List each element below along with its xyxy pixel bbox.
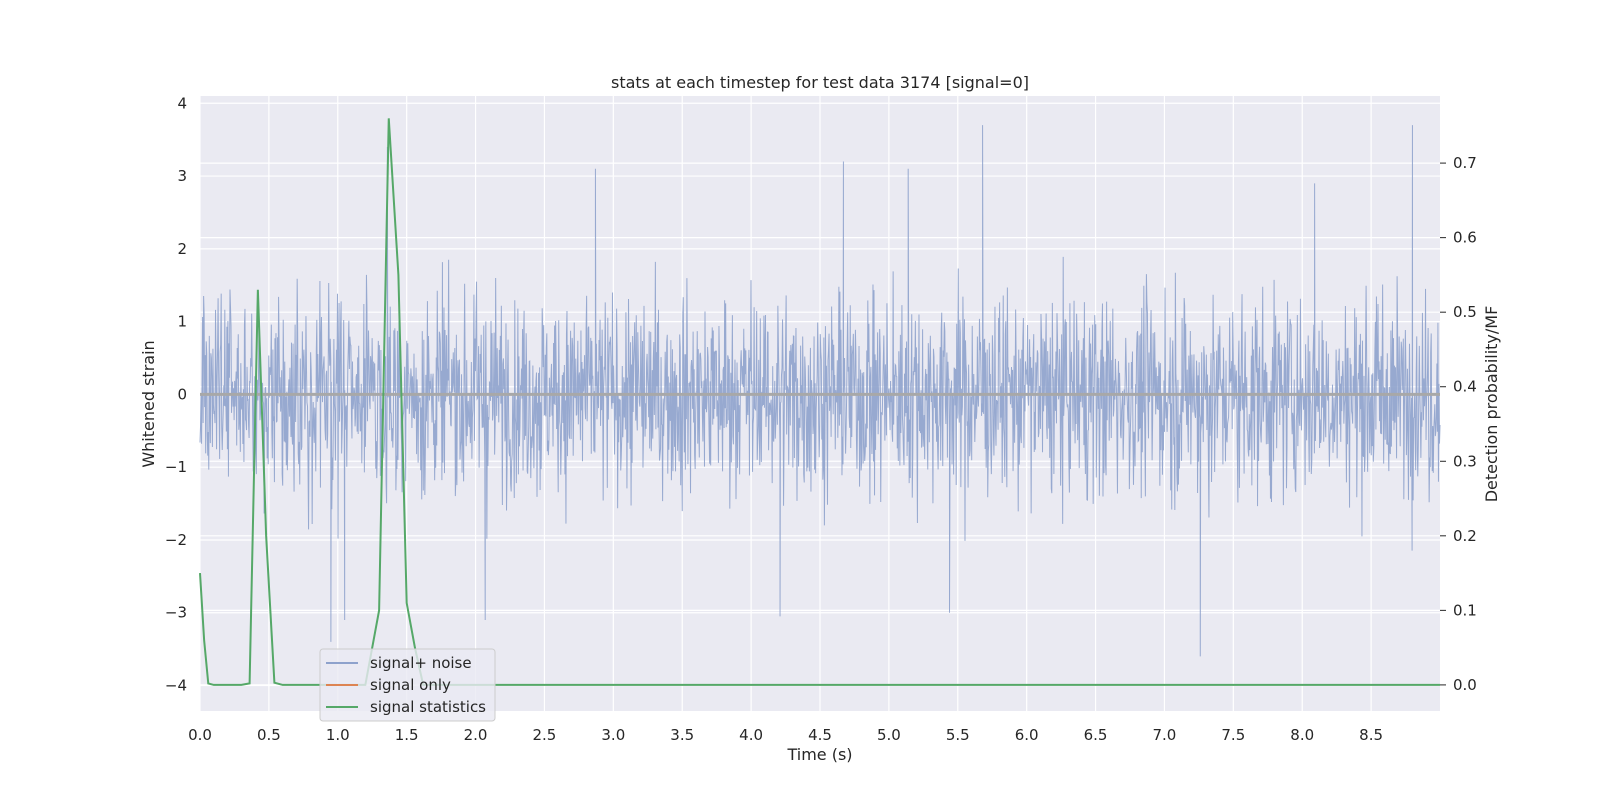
x-tick-label: 4.5 [808,726,832,744]
y-tick-label: −1 [165,458,187,476]
axes: 0.0 0.5 1.0 1.5 2.0 2.5 3.0 3.5 4.0 4.5 5.0 5.5 6.0 6… [165,94,1477,744]
y-tick-label: −3 [165,604,187,622]
y-tick-label: −2 [165,531,187,549]
series-signal-noise [199,125,1441,657]
chart-title: stats at each timestep for test data 317… [611,73,1029,92]
x-tick-label: 5.0 [877,726,901,744]
y2-tick-label: 0.3 [1453,452,1477,470]
x-tick-label: 7.5 [1221,726,1245,744]
x-tick-label: 3.0 [601,726,625,744]
x-tick-label: 0.5 [257,726,281,744]
y-axis-label: Whitened strain [139,340,158,467]
x-tick-label: 5.5 [946,726,970,744]
y-tick-label: 0 [177,385,187,403]
x-axis-label: Time (s) [786,745,852,764]
x-tick-label: 1.0 [326,726,350,744]
series-signal-statistics [199,118,1440,686]
x-tick-label: 2.5 [533,726,557,744]
x-tick-label: 6.0 [1015,726,1039,744]
y2-tick-label: 0.1 [1453,601,1477,619]
x-tick-label: 1.5 [395,726,419,744]
y2-axis-label: Detection probability/MF [1482,306,1501,503]
legend: signal+ noise signal only signal statist… [319,648,496,722]
legend-label-signal-only: signal only [370,676,451,694]
x-tick-label: 4.0 [739,726,763,744]
x-tick-label: 3.5 [670,726,694,744]
y2-tick-label: 0.2 [1453,527,1477,545]
y-tick-label: −4 [165,677,187,695]
legend-label-signal-noise: signal+ noise [370,654,472,672]
x-tick-label: 8.0 [1290,726,1314,744]
x-tick-label: 7.0 [1153,726,1177,744]
y2-tick-label: 0.7 [1453,154,1477,172]
y2-tick-label: 0.4 [1453,378,1477,396]
x-tick-label: 8.5 [1359,726,1383,744]
y2-tick-label: 0.5 [1453,303,1477,321]
x-tick-label: 0.0 [188,726,212,744]
x-tick-label: 2.0 [464,726,488,744]
legend-label-signal-statistics: signal statistics [370,698,486,716]
legend-box [319,648,496,722]
x-tick-label: 6.5 [1084,726,1108,744]
y2-tick-label: 0.6 [1453,229,1477,247]
plot-area [199,118,1441,686]
y-tick-label: 2 [177,240,187,258]
y-tick-label: 4 [177,94,187,112]
y-tick-label: 1 [177,313,187,331]
y2-tick-label: 0.0 [1453,676,1477,694]
y-tick-label: 3 [177,167,187,185]
